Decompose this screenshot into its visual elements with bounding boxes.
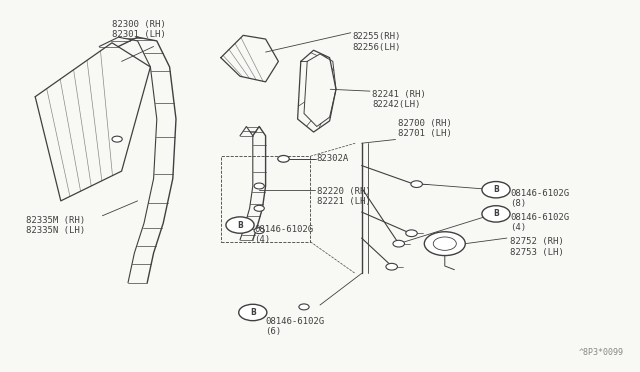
Circle shape xyxy=(482,182,510,198)
Text: B: B xyxy=(493,185,499,194)
Circle shape xyxy=(411,181,422,187)
Circle shape xyxy=(386,263,397,270)
Text: 08146-6102G
(4): 08146-6102G (4) xyxy=(510,213,569,232)
Text: 82220 (RH)
82221 (LH): 82220 (RH) 82221 (LH) xyxy=(317,187,371,206)
Circle shape xyxy=(424,232,465,256)
Text: 82255(RH)
82256(LH): 82255(RH) 82256(LH) xyxy=(352,32,401,52)
Circle shape xyxy=(433,237,456,250)
Text: 08146-6102G
(8): 08146-6102G (8) xyxy=(510,189,569,208)
Text: 82302A: 82302A xyxy=(317,154,349,163)
Circle shape xyxy=(278,155,289,162)
Text: 82241 (RH)
82242(LH): 82241 (RH) 82242(LH) xyxy=(372,90,426,109)
Circle shape xyxy=(254,205,264,211)
Circle shape xyxy=(254,183,264,189)
Text: B: B xyxy=(237,221,243,230)
Text: 82700 (RH)
82701 (LH): 82700 (RH) 82701 (LH) xyxy=(398,119,452,138)
Text: 82335M (RH)
82335N (LH): 82335M (RH) 82335N (LH) xyxy=(26,216,84,235)
Circle shape xyxy=(254,228,264,234)
Text: 82300 (RH)
82301 (LH): 82300 (RH) 82301 (LH) xyxy=(112,20,166,39)
Text: 82752 (RH)
82753 (LH): 82752 (RH) 82753 (LH) xyxy=(510,237,564,257)
Text: 08146-6102G
(4): 08146-6102G (4) xyxy=(254,225,313,244)
Circle shape xyxy=(112,136,122,142)
Text: 08146-6102G
(6): 08146-6102G (6) xyxy=(266,317,324,336)
Circle shape xyxy=(226,217,254,233)
Circle shape xyxy=(393,240,404,247)
Circle shape xyxy=(482,206,510,222)
Circle shape xyxy=(239,304,267,321)
Text: ^8P3*0099: ^8P3*0099 xyxy=(579,348,624,357)
Text: B: B xyxy=(250,308,255,317)
Text: B: B xyxy=(493,209,499,218)
Circle shape xyxy=(299,304,309,310)
Circle shape xyxy=(406,230,417,237)
